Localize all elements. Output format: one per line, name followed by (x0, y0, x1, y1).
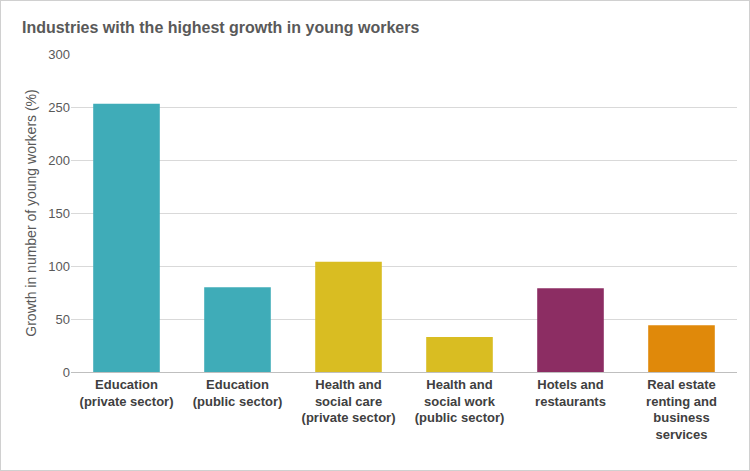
svg-text:100: 100 (48, 259, 70, 274)
svg-text:Health andsocial work(public s: Health andsocial work(public sector) (415, 377, 505, 426)
svg-text:250: 250 (48, 100, 70, 115)
svg-text:300: 300 (48, 47, 70, 62)
svg-text:Education(private sector): Education(private sector) (80, 377, 174, 409)
svg-text:Hotels andrestaurants: Hotels andrestaurants (535, 377, 606, 409)
svg-text:Industries with the highest gr: Industries with the highest growth in yo… (22, 19, 419, 36)
svg-text:Growth in number of young work: Growth in number of young workers (%) (23, 89, 39, 336)
svg-text:Real estaterenting andbusiness: Real estaterenting andbusinessservices (646, 377, 717, 443)
svg-text:200: 200 (48, 153, 70, 168)
svg-text:150: 150 (48, 206, 70, 221)
svg-text:Education(public sector): Education(public sector) (193, 377, 283, 409)
svg-text:0: 0 (63, 365, 70, 380)
svg-text:50: 50 (56, 312, 70, 327)
svg-text:Health andsocial care(private: Health andsocial care(private sector) (302, 377, 396, 426)
